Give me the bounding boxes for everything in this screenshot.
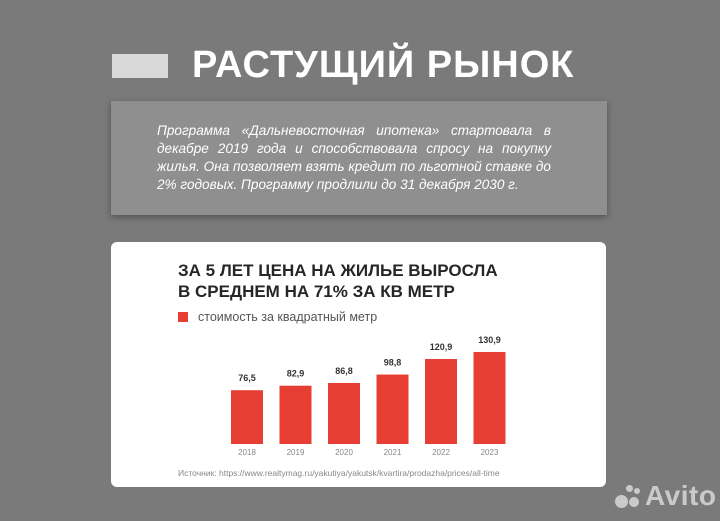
value-label-2023: 130,9: [478, 335, 501, 345]
value-label-2022: 120,9: [430, 342, 453, 352]
intro-text: Программа «Дальневосточная ипотека» стар…: [157, 123, 551, 192]
x-tick-2021: 2021: [384, 448, 402, 457]
bar-2019: [279, 385, 312, 444]
bar-chart: 76,5 2018 82,9 2019 86,8 2020 98,8 2021 120,9 202…: [231, 335, 506, 457]
chart-legend: стоимость за квадратный метр: [178, 310, 377, 324]
bar-2018: [231, 390, 263, 444]
avito-wordmark: Avito: [645, 480, 717, 511]
x-tick-2023: 2023: [481, 448, 499, 457]
chart-card: ЗА 5 ЛЕТ ЦЕНА НА ЖИЛЬЕ ВЫРОСЛА В СРЕДНЕМ…: [111, 242, 606, 487]
avito-logo: Avito: [615, 480, 716, 512]
chart-title-line-1: ЗА 5 ЛЕТ ЦЕНА НА ЖИЛЬЕ ВЫРОСЛА: [178, 261, 498, 280]
title-accent-block: [112, 54, 168, 78]
chart-title-line-2: В СРЕДНЕМ НА 71% ЗА КВ МЕТР: [178, 282, 455, 301]
x-tick-2019: 2019: [287, 448, 305, 457]
avito-dots-icon: [615, 483, 641, 509]
page-title: РАСТУЩИЙ РЫНОК: [192, 44, 575, 86]
value-label-2018: 76,5: [238, 373, 256, 383]
legend-label: стоимость за квадратный метр: [198, 310, 378, 324]
bar-2020: [328, 382, 360, 444]
bar-2021: [376, 374, 409, 444]
legend-swatch: [178, 312, 188, 322]
intro-box: Программа «Дальневосточная ипотека» стар…: [111, 101, 607, 215]
value-label-2019: 82,9: [287, 369, 305, 379]
x-tick-2020: 2020: [335, 448, 353, 457]
bar-2023: [473, 351, 506, 444]
x-tick-2022: 2022: [432, 448, 450, 457]
chart-title: ЗА 5 ЛЕТ ЦЕНА НА ЖИЛЬЕ ВЫРОСЛА В СРЕДНЕМ…: [178, 260, 498, 302]
bar-2022: [425, 359, 457, 444]
value-label-2020: 86,8: [335, 366, 353, 376]
x-tick-2018: 2018: [238, 448, 256, 457]
value-label-2021: 98,8: [384, 358, 402, 368]
source-note: Источник: https://www.realtymag.ru/yakut…: [178, 468, 500, 478]
